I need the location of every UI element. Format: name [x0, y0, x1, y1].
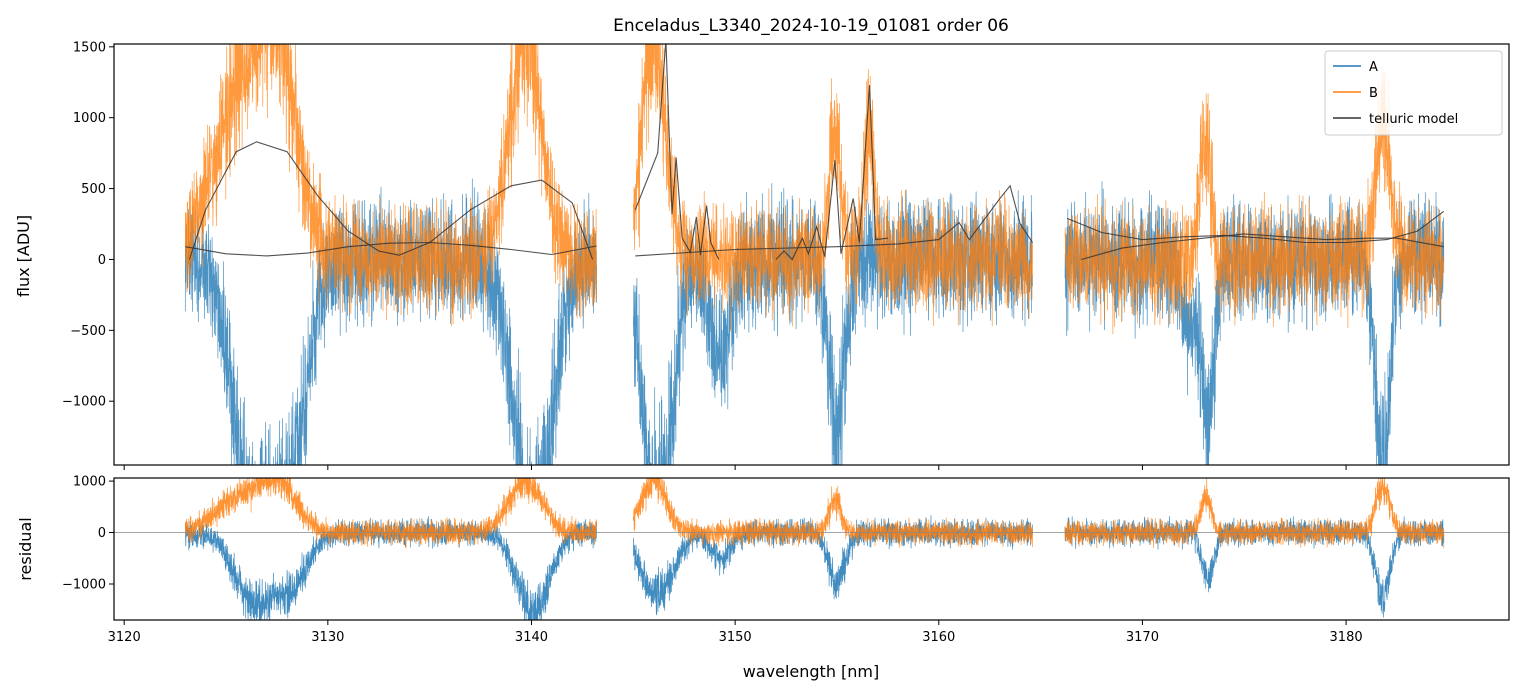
legend: A B telluric model [1324, 50, 1503, 136]
series-B-segment-1 [184, 44, 597, 327]
legend-label-telluric-model: telluric model [1369, 112, 1458, 127]
bottom-y-tick-label-2: −1000 [62, 577, 106, 592]
x-tick-label-3: 3150 [719, 630, 752, 645]
bottom-x-axis: 3120 3130 3140 3150 3160 3170 3180 [108, 620, 1363, 645]
telluric-model-c [634, 44, 720, 260]
bottom-axes-frame [113, 477, 1510, 621]
x-tick-label-0: 3120 [108, 630, 141, 645]
telluric-model-b [188, 141, 594, 260]
top-y-axis-label: flux [ADU] [14, 215, 33, 297]
bottom-y-tick-label-1: 0 [98, 526, 106, 541]
x-tick-label-1: 3130 [311, 630, 344, 645]
legend-label-A: A [1369, 60, 1378, 75]
top-y-tick-label-5: −1000 [62, 395, 106, 410]
x-tick-label-6: 3180 [1330, 630, 1363, 645]
legend-box [1324, 50, 1503, 136]
telluric-model-e [635, 184, 1033, 257]
series-B-segment-2 [632, 478, 1033, 549]
x-tick-label-4: 3160 [922, 630, 955, 645]
top-y-tick-label-3: 0 [98, 253, 106, 268]
top-y-axis: 1500 1000 500 0 −500 −1000 [62, 40, 114, 410]
telluric-model-a [185, 241, 597, 257]
series-A-segment-1 [184, 178, 597, 465]
bottom-y-axis-label: residual [16, 517, 35, 580]
chart-title: Enceladus_L3340_2024-10-19_01081 order 0… [613, 16, 1009, 36]
x-tick-label-2: 3140 [515, 630, 548, 645]
bottom-y-tick-label-0: 1000 [73, 475, 106, 490]
series-A-segment-1 [184, 516, 597, 620]
bottom-plot-area [114, 478, 1509, 620]
legend-label-B: B [1369, 86, 1378, 101]
x-axis-label: wavelength [nm] [743, 662, 880, 681]
top-y-tick-label-0: 1500 [73, 40, 106, 55]
top-y-tick-label-4: −500 [70, 324, 106, 339]
telluric-model-f [1066, 210, 1445, 244]
top-axes-frame [113, 43, 1510, 466]
top-panel: 1500 1000 500 0 −500 −1000 flux [ADU] A B tel… [14, 40, 1510, 470]
top-y-tick-label-2: 500 [81, 182, 106, 197]
telluric-model-g [1081, 233, 1444, 261]
x-tick-label-5: 3170 [1126, 630, 1159, 645]
series-B-segment-3 [1064, 478, 1445, 549]
telluric-model-d [775, 85, 888, 261]
bottom-y-axis: 1000 0 −1000 [62, 475, 114, 592]
top-x-ticks [123, 465, 1347, 470]
series-B-segment-1 [184, 478, 597, 549]
top-plot-area [184, 44, 1445, 465]
top-y-tick-label-1: 1000 [73, 111, 106, 126]
